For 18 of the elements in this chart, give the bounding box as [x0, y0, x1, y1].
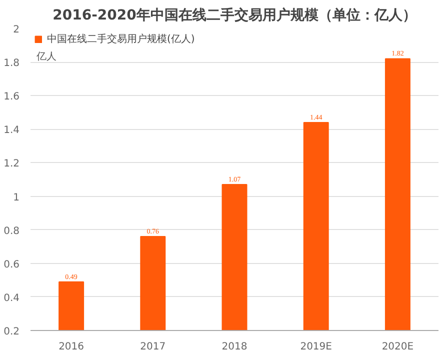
x-tick-label: 2016	[58, 342, 84, 352]
y-tick-label: 1.2	[4, 158, 20, 170]
y-tick-label: 1.6	[4, 92, 20, 103]
x-tick-label: 2018	[222, 342, 248, 352]
y-tick-label: 1.8	[4, 58, 20, 70]
y-tick-label: 1	[13, 192, 20, 204]
legend-label: 中国在线二手交易用户规模(亿人)	[47, 32, 195, 46]
y-tick-label: 0.2	[4, 326, 20, 338]
y-tick-label: 1.4	[4, 125, 20, 136]
y-tick-label: 0.4	[4, 292, 20, 304]
x-tick-label: 2019E	[300, 342, 332, 352]
y-tick-label: 0.8	[4, 226, 20, 237]
y-axis-title: 亿人	[36, 52, 56, 62]
y-tick-label: 0.6	[4, 259, 20, 270]
x-tick-label: 2017	[140, 342, 166, 352]
y-tick-label: 2	[13, 24, 20, 36]
x-tick-label: 2020E	[382, 342, 414, 352]
chart-title: 2016-2020年中国在线二手交易用户规模（单位：亿人）	[52, 6, 416, 24]
